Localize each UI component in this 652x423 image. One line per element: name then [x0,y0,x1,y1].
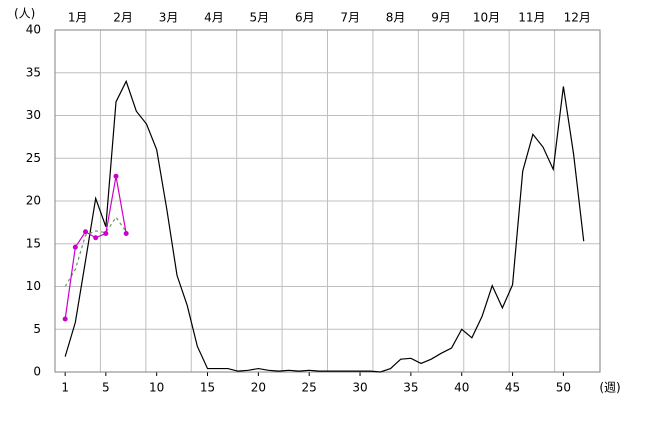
x-tick-label: 40 [454,381,469,395]
point [83,229,89,235]
point [72,244,78,250]
y-tick-label: 15 [26,236,41,250]
month-label: 4月 [204,11,224,25]
x-tick-label: 45 [505,381,520,395]
y-tick-label: 0 [33,365,41,379]
y-tick-label: 10 [26,279,41,293]
x-tick-label: 50 [556,381,571,395]
month-label: 1月 [68,11,88,25]
month-label: 3月 [159,11,179,25]
series-line [64,216,127,287]
y-tick-label: 35 [26,65,41,79]
plot-frame [54,29,601,373]
y-tick-label: 5 [33,322,41,336]
x-tick-label: 20 [251,381,266,395]
x-tick-label: 30 [352,381,367,395]
point [62,316,68,322]
month-label: 10月 [473,11,500,25]
month-label: 8月 [386,11,406,25]
x-tick-label: 35 [403,381,418,395]
x-tick-label: 15 [200,381,215,395]
month-label: 7月 [340,11,360,25]
point [103,230,109,236]
y-axis-label: (人) [14,7,35,21]
point [123,230,129,236]
x-tick-label: 25 [302,381,317,395]
point [113,173,119,179]
month-label: 5月 [250,11,270,25]
month-label: 6月 [295,11,315,25]
series-line [64,79,585,373]
y-tick-label: 30 [26,108,41,122]
point [93,235,99,241]
x-tick-label: 5 [102,381,110,395]
month-label: 12月 [564,11,591,25]
y-tick-label: 20 [26,194,41,208]
y-tick-label: 25 [26,151,41,165]
month-label: 9月 [431,11,451,25]
month-label: 11月 [518,11,545,25]
x-axis-label: (週) [599,381,620,395]
y-tick-label: 40 [26,23,41,37]
x-tick-label: 10 [149,381,164,395]
x-tick-label: 1 [61,381,69,395]
month-label: 2月 [113,11,133,25]
